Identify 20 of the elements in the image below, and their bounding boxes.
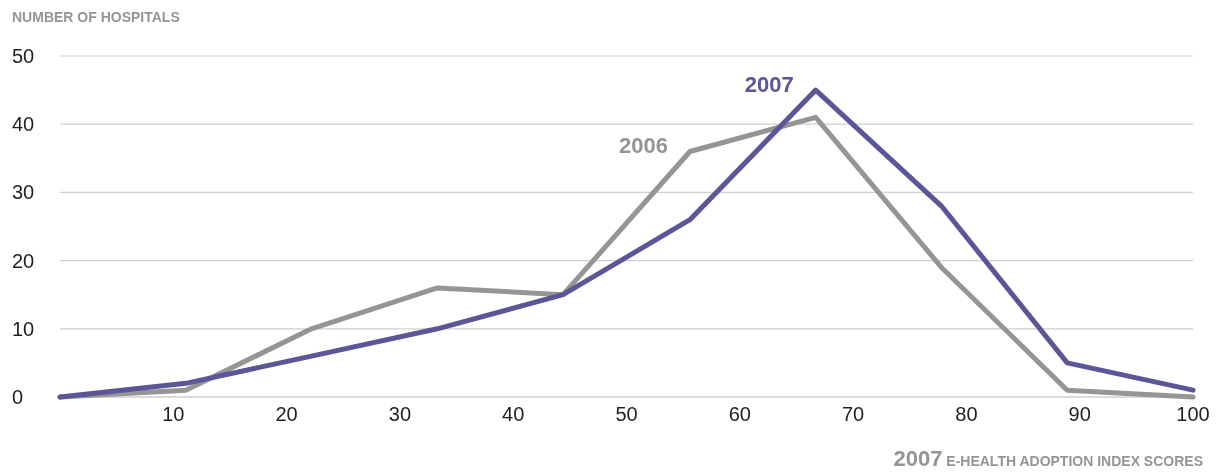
y-tick-label: 0 [12, 386, 24, 408]
x-tick-label: 100 [1176, 403, 1210, 425]
x-tick-label: 50 [615, 403, 638, 425]
x-tick-label: 30 [388, 403, 412, 425]
x-tick-label: 40 [502, 403, 525, 425]
x-axis-title: 2007 E-HEALTH ADOPTION INDEX SCORES [893, 446, 1203, 471]
x-tick-label: 70 [841, 403, 865, 425]
y-axis-title: NUMBER OF HOSPITALS [12, 9, 180, 25]
x-tick-label: 20 [275, 403, 298, 425]
y-tick-label: 30 [12, 181, 35, 204]
x-tick-label: 60 [728, 403, 751, 425]
y-tick-label: 40 [12, 113, 35, 136]
x-tick-label: 90 [1068, 403, 1091, 425]
y-tick-label: 20 [12, 249, 35, 272]
x-tick-label: 10 [162, 403, 185, 425]
x-tick-label: 80 [955, 403, 978, 425]
series-label: 2006 [618, 133, 668, 159]
y-tick-label: 10 [12, 317, 35, 340]
y-tick-label: 50 [12, 45, 35, 67]
series-label: 2007 [744, 72, 794, 98]
